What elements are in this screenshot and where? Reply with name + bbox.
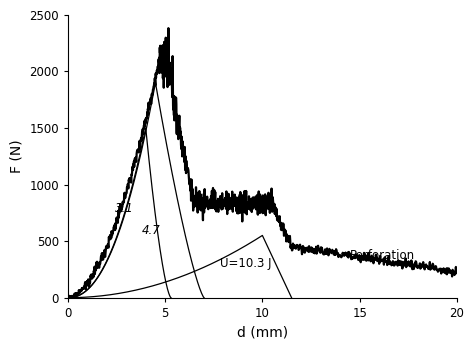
Y-axis label: F (N): F (N) <box>10 139 24 173</box>
Text: Perforation: Perforation <box>350 249 415 262</box>
Text: 4.7: 4.7 <box>142 224 161 237</box>
X-axis label: d (mm): d (mm) <box>237 325 288 339</box>
Text: 3.1: 3.1 <box>115 202 133 215</box>
Text: U=10.3 J: U=10.3 J <box>219 257 271 270</box>
